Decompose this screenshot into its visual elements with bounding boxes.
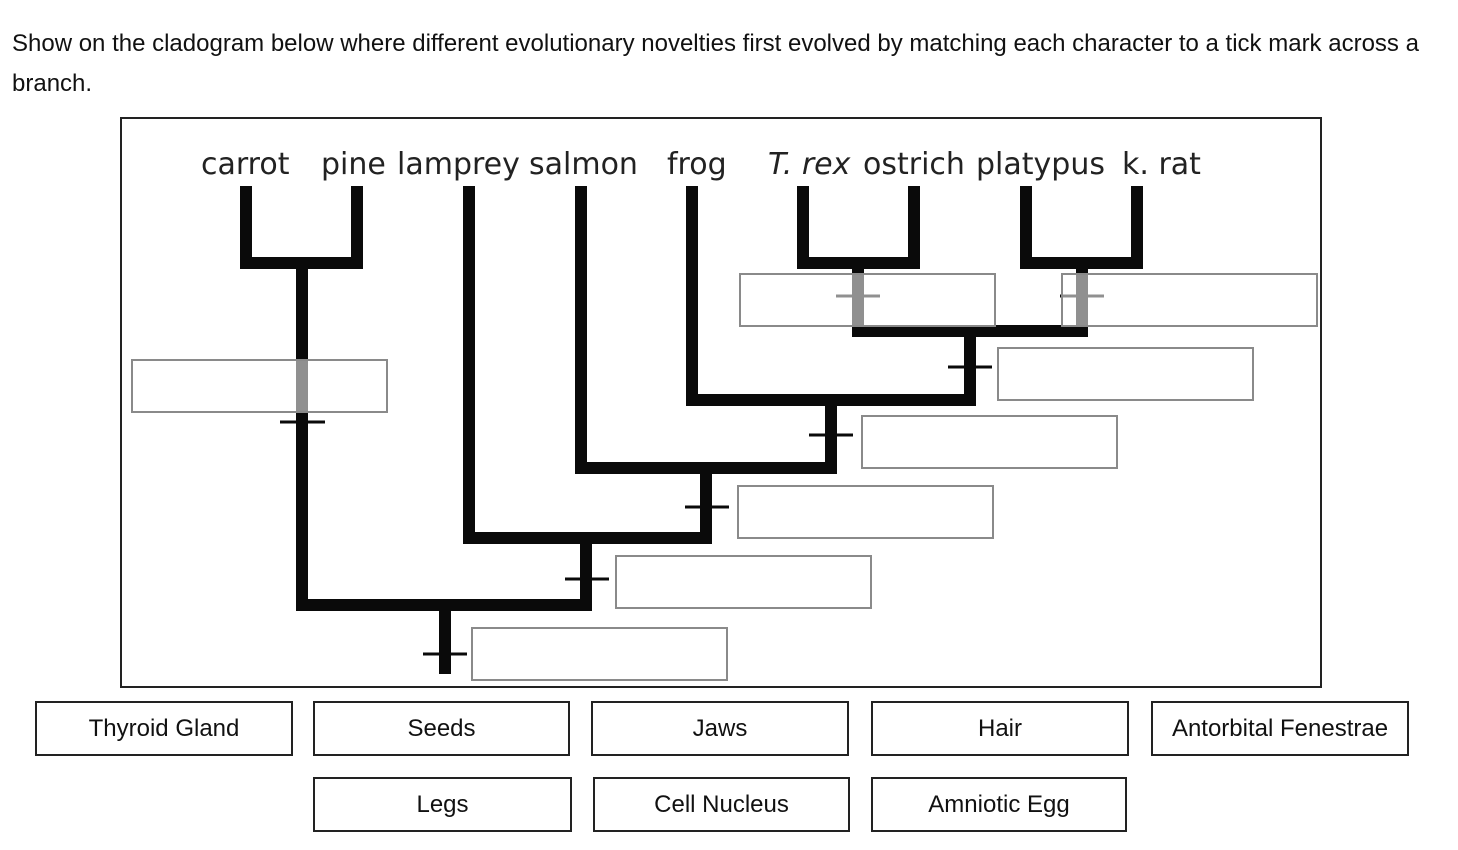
taxon-label-salmon: salmon [529,147,638,182]
choice-legs[interactable]: Legs [313,777,572,832]
taxon-label-ostrich: ostrich [863,147,965,182]
choice-jaws[interactable]: Jaws [591,701,849,756]
drop-zone-plants[interactable] [131,359,388,413]
taxon-label-pine: pine [321,147,386,182]
taxon-label-lamprey: lamprey [397,147,520,182]
drop-zone-vertebrates[interactable] [615,555,872,609]
taxon-label-carrot: carrot [201,147,290,182]
drop-zone-amniotes[interactable] [997,347,1254,401]
taxon-label-frog: frog [667,147,727,182]
question-instructions: Show on the cladogram below where differ… [12,30,1419,97]
drop-zone-mammals[interactable] [1061,273,1318,327]
taxon-label-platypus: platypus [976,147,1105,182]
choice-cell-nucleus[interactable]: Cell Nucleus [593,777,850,832]
choice-seeds[interactable]: Seeds [313,701,570,756]
taxon-label-krat: k. rat [1122,147,1201,182]
drop-zone-root[interactable] [471,627,728,681]
drop-zone-archosaurs[interactable] [739,273,996,327]
taxon-label-trex: T. rex [768,147,851,182]
choice-thyroid-gland[interactable]: Thyroid Gland [35,701,293,756]
drop-zone-tetrapods[interactable] [861,415,1118,469]
drop-zone-jawed[interactable] [737,485,994,539]
choice-amniotic-egg[interactable]: Amniotic Egg [871,777,1127,832]
choice-antorbital-fenestrae[interactable]: Antorbital Fenestrae [1151,701,1409,756]
choice-hair[interactable]: Hair [871,701,1129,756]
